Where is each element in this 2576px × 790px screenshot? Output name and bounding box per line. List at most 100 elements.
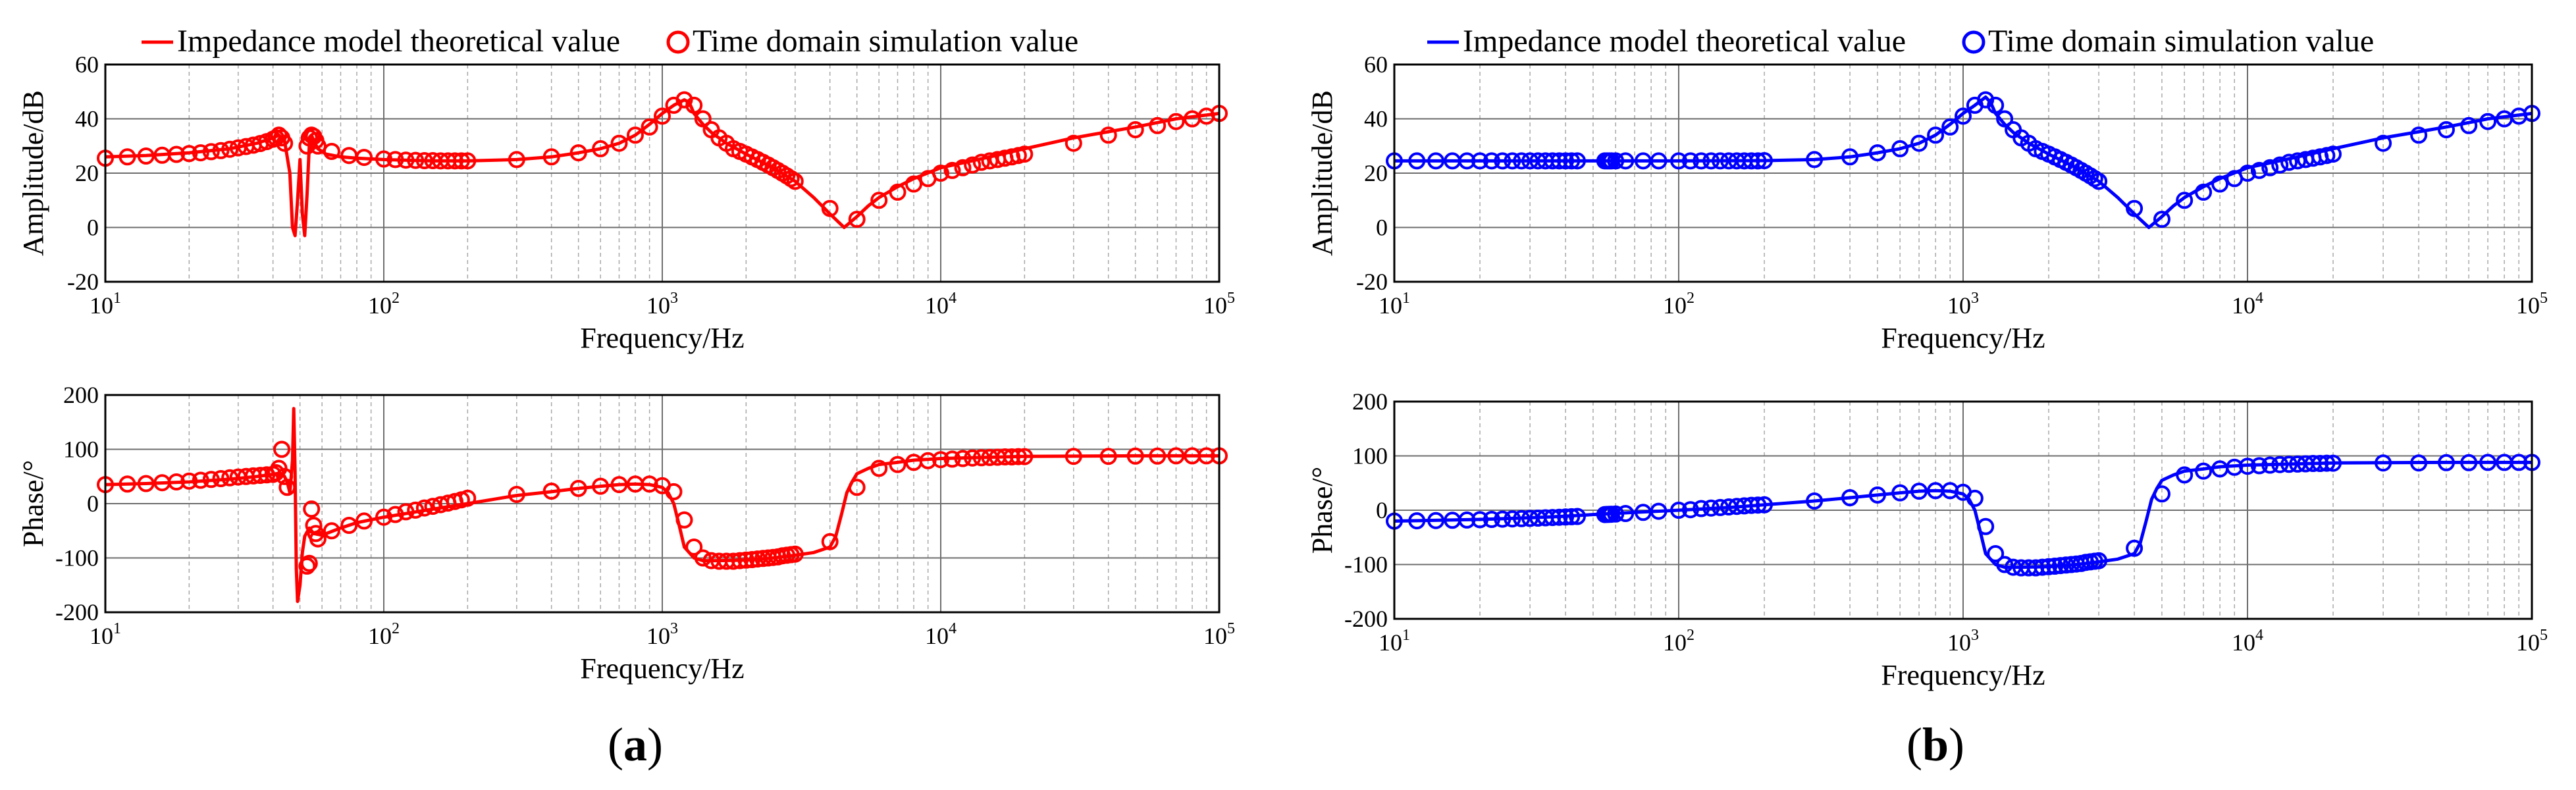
data-point: [415, 499, 433, 517]
data-point: [2479, 113, 2497, 130]
data-point: [2250, 457, 2268, 475]
data-point: [610, 476, 628, 494]
data-point: [1670, 152, 1687, 170]
data-point: [386, 506, 404, 523]
data-point: [685, 539, 703, 556]
y-tick-label: -20: [67, 269, 99, 295]
data-point: [1987, 96, 2005, 114]
data-point: [848, 479, 866, 496]
y-tick-label: 0: [1376, 497, 1388, 523]
data-point: [2176, 192, 2194, 209]
plot-frame: [104, 394, 1221, 614]
series-markers-simulation: [97, 440, 1228, 575]
x-axis-label: Frequency/Hz: [580, 652, 744, 685]
data-point: [943, 161, 961, 179]
data-point: [1513, 152, 1531, 170]
data-point: [118, 475, 136, 493]
x-tick-label: 102: [1663, 290, 1695, 319]
data-point: [1099, 448, 1117, 465]
data-point: [1996, 556, 2014, 573]
data-point: [592, 140, 610, 157]
x-tick-label: 101: [90, 620, 121, 649]
data-point: [932, 165, 949, 182]
data-point: [964, 156, 982, 174]
y-tick-label: -100: [1344, 552, 1388, 578]
data-point: [2318, 454, 2336, 472]
data-point: [1408, 152, 1426, 170]
data-point: [870, 192, 888, 209]
data-point: [1712, 498, 1729, 516]
y-tick-label: 60: [75, 51, 99, 78]
data-point: [786, 172, 804, 190]
data-point: [1891, 140, 1909, 157]
data-point: [202, 143, 220, 161]
subplot-b-phase: -200 -100 0 100 200 101 102 103 104 105 Frequency/…: [1306, 388, 2548, 691]
data-point: [1149, 447, 1167, 465]
data-point: [1494, 510, 1511, 528]
data-point: [300, 554, 318, 572]
data-point: [2046, 558, 2064, 575]
data-point: [508, 486, 525, 503]
data-point: [1702, 152, 1720, 170]
data-point: [1712, 152, 1729, 170]
x-tick-label: 104: [925, 620, 957, 649]
data-point: [1749, 496, 1767, 514]
legend-b: Impedance model theoretical value Time do…: [1427, 24, 2374, 59]
data-point: [1650, 502, 1668, 520]
data-point: [943, 450, 961, 468]
data-point: [2250, 161, 2268, 179]
x-tick-label: 103: [646, 290, 678, 319]
data-point: [542, 148, 560, 166]
x-tick-label: 101: [1379, 627, 1410, 656]
data-point: [1617, 152, 1635, 170]
data-point: [932, 451, 949, 469]
data-point: [731, 552, 749, 569]
data-point: [1483, 152, 1500, 170]
data-point: [1494, 152, 1511, 170]
data-point: [459, 152, 477, 170]
data-point: [1806, 151, 1824, 169]
data-point: [1099, 126, 1117, 144]
data-point: [870, 460, 888, 477]
data-point: [2438, 454, 2455, 471]
data-point: [355, 512, 373, 530]
data-point: [2153, 211, 2170, 228]
data-point: [459, 489, 477, 507]
data-point: [2460, 117, 2478, 134]
data-point: [276, 134, 294, 152]
y-tick-label: 200: [1352, 388, 1388, 415]
data-point: [1941, 118, 1959, 136]
data-point: [1927, 126, 1945, 144]
data-point: [415, 152, 433, 169]
data-point: [848, 211, 866, 228]
data-point: [2325, 145, 2342, 163]
data-point: [2195, 462, 2213, 480]
data-point: [1891, 484, 1909, 502]
data-point: [1550, 508, 1568, 526]
data-point: [1569, 152, 1586, 170]
data-point: [375, 150, 392, 168]
data-point: [2261, 456, 2279, 474]
data-point: [298, 557, 316, 575]
data-point: [685, 96, 703, 114]
data-point: [725, 552, 742, 570]
series-markers-simulation: [1386, 91, 2540, 228]
x-tick-label: 101: [90, 290, 121, 319]
data-point: [137, 475, 155, 492]
data-point: [1513, 510, 1531, 527]
data-point: [221, 469, 239, 487]
legend-entry-simulation: Time domain simulation value: [1988, 24, 2374, 59]
data-point: [323, 522, 340, 540]
data-point: [508, 151, 525, 169]
data-point: [386, 151, 404, 169]
y-axis-label: Phase/°: [17, 460, 49, 547]
data-point: [168, 473, 185, 490]
data-point: [2126, 199, 2143, 217]
data-point: [1966, 489, 1984, 507]
x-tick-label: 103: [646, 620, 678, 649]
legend-circle-marker: [666, 30, 690, 54]
data-point: [1617, 505, 1635, 522]
data-point: [2271, 456, 2289, 473]
data-point: [972, 449, 990, 467]
x-axis-label: Frequency/Hz: [1881, 659, 2045, 691]
